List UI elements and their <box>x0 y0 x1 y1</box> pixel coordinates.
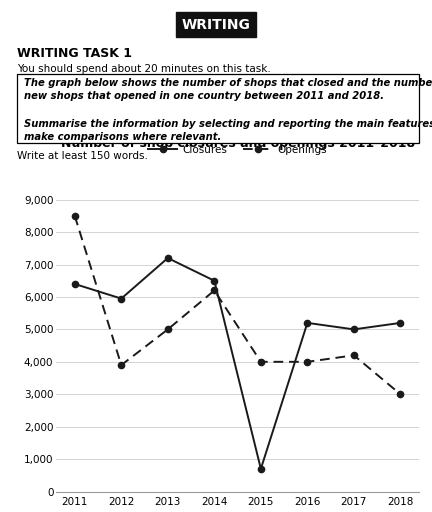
Text: The graph below shows the number of shops that closed and the number of
new shop: The graph below shows the number of shop… <box>24 78 432 142</box>
Title: Number of shop closures and openings 2011–2018: Number of shop closures and openings 201… <box>60 137 415 150</box>
Text: Write at least 150 words.: Write at least 150 words. <box>17 151 148 161</box>
Text: You should spend about 20 minutes on this task.: You should spend about 20 minutes on thi… <box>17 64 271 74</box>
Legend: Closures, Openings: Closures, Openings <box>144 141 331 159</box>
Text: WRITING TASK 1: WRITING TASK 1 <box>17 47 132 60</box>
Text: WRITING: WRITING <box>181 18 251 32</box>
